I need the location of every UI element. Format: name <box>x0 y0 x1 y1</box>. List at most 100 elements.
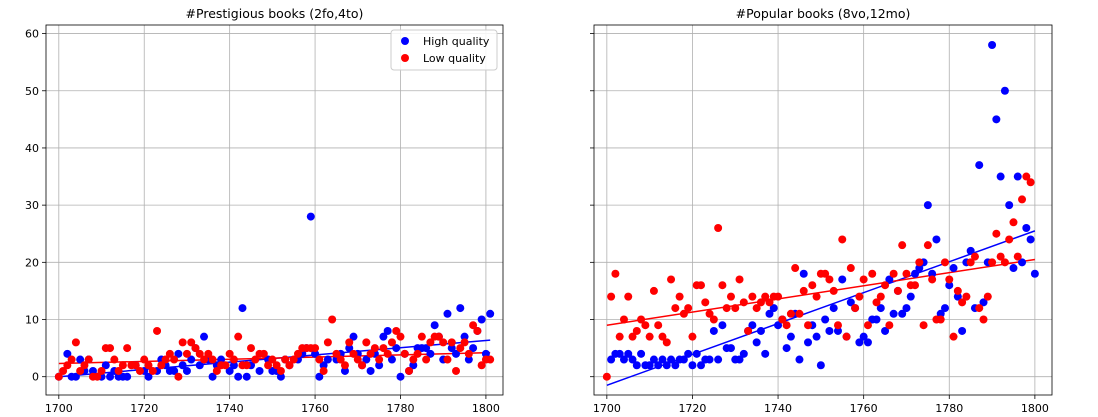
right-chart-point-low-quality <box>774 292 783 301</box>
left-chart-point-high-quality <box>255 366 264 375</box>
right-chart-point-high-quality <box>992 115 1001 124</box>
left-chart-point-high-quality <box>392 344 401 353</box>
right-chart-point-low-quality <box>855 292 864 301</box>
left-chart-point-low-quality <box>443 355 452 364</box>
right-chart-point-high-quality <box>915 264 924 273</box>
right-chart-point-low-quality <box>919 321 928 330</box>
right-chart-point-low-quality <box>833 321 842 330</box>
right-chart-point-high-quality <box>1030 269 1039 278</box>
right-chart-point-high-quality <box>821 315 830 324</box>
left-chart-point-high-quality <box>422 344 431 353</box>
left-chart-point-low-quality <box>434 332 443 341</box>
left-chart-point-low-quality <box>182 349 191 358</box>
right-chart-point-low-quality <box>953 286 962 295</box>
right-chart-point-low-quality <box>842 332 851 341</box>
right-chart-point-high-quality <box>812 332 821 341</box>
left-chart-title: #Prestigious books (2fo,4to) <box>186 6 364 21</box>
left-chart-point-high-quality <box>234 372 243 381</box>
right-chart-point-low-quality <box>949 332 958 341</box>
right-chart-point-high-quality <box>697 361 706 370</box>
right-chart-point-high-quality <box>1026 235 1035 244</box>
left-chart-xtick-label: 1800 <box>472 402 500 415</box>
right-chart-point-high-quality <box>829 304 838 313</box>
right-chart-point-high-quality <box>607 355 616 364</box>
right-chart-point-low-quality <box>778 315 787 324</box>
left-chart-point-low-quality <box>293 349 302 358</box>
left-chart-ytick-label: 0 <box>32 371 39 384</box>
left-chart-point-low-quality <box>165 349 174 358</box>
left-chart-point-high-quality <box>447 344 456 353</box>
right-chart-point-high-quality <box>923 201 932 210</box>
right-chart-point-low-quality <box>1005 235 1014 244</box>
left-chart-point-high-quality <box>366 366 375 375</box>
left-chart-point-low-quality <box>405 366 414 375</box>
right-chart-point-low-quality <box>799 286 808 295</box>
right-chart-point-low-quality <box>632 326 641 335</box>
left-chart-point-high-quality <box>430 321 439 330</box>
right-chart-point-high-quality <box>833 326 842 335</box>
right-chart-xtick-label: 1800 <box>1021 402 1049 415</box>
right-chart-point-high-quality <box>761 349 770 358</box>
right-chart-point-low-quality <box>1009 218 1018 227</box>
left-chart-point-low-quality <box>362 338 371 347</box>
right-chart-point-low-quality <box>872 298 881 307</box>
left-chart-point-high-quality <box>319 361 328 370</box>
right-chart-point-high-quality <box>936 309 945 318</box>
right-chart-point-low-quality <box>752 304 761 313</box>
right-chart-point-high-quality <box>795 355 804 364</box>
left-chart-ytick-label: 50 <box>25 85 39 98</box>
right-chart-point-low-quality <box>881 281 890 290</box>
right-chart-point-high-quality <box>662 361 671 370</box>
left-chart-point-high-quality <box>426 349 435 358</box>
right-chart-point-high-quality <box>692 349 701 358</box>
left-chart-point-high-quality <box>306 212 315 221</box>
right-chart-point-high-quality <box>816 361 825 370</box>
left-chart-point-low-quality <box>460 338 469 347</box>
left-chart-point-low-quality <box>195 349 204 358</box>
left-chart-point-low-quality <box>80 361 89 370</box>
right-chart-point-low-quality <box>808 281 817 290</box>
left-chart-point-low-quality <box>225 349 234 358</box>
right-chart-point-low-quality <box>786 309 795 318</box>
right-chart-point-high-quality <box>752 338 761 347</box>
left-chart-point-low-quality <box>153 326 162 335</box>
left-chart-point-high-quality <box>315 372 324 381</box>
right-chart-point-high-quality <box>1013 172 1022 181</box>
right-chart-point-low-quality <box>936 315 945 324</box>
left-chart-xtick-label: 1720 <box>130 402 158 415</box>
right-chart-point-high-quality <box>898 309 907 318</box>
right-chart-point-high-quality <box>1018 258 1027 267</box>
right-chart-point-high-quality <box>632 361 641 370</box>
right-chart-point-high-quality <box>637 349 646 358</box>
left-chart-frame <box>45 24 504 396</box>
left-chart-point-high-quality <box>76 355 85 364</box>
left-chart-point-low-quality <box>473 326 482 335</box>
left-chart-point-high-quality <box>443 309 452 318</box>
right-chart-point-high-quality <box>1022 224 1031 233</box>
right-chart-point-low-quality <box>735 275 744 284</box>
left-chart-point-high-quality <box>88 366 97 375</box>
left-chart-point-high-quality <box>323 355 332 364</box>
right-chart-point-low-quality <box>876 292 885 301</box>
left-chart-xtick-label: 1740 <box>216 402 244 415</box>
legend-label-high-quality: High quality <box>423 35 490 48</box>
right-chart-point-low-quality <box>649 286 658 295</box>
left-chart-point-low-quality <box>76 366 85 375</box>
left-chart-ticks: 1700 1720 1740 1760 1780 1800 0 10 20 30 40 50 60 <box>25 28 500 415</box>
right-chart-point-low-quality <box>846 264 855 273</box>
right-chart-point-low-quality <box>602 372 611 381</box>
left-chart-point-low-quality <box>387 338 396 347</box>
left-chart-ytick-label: 60 <box>25 28 39 41</box>
right-chart-point-high-quality <box>624 349 633 358</box>
left-chart-point-low-quality <box>178 338 187 347</box>
right-chart-point-high-quality <box>979 298 988 307</box>
left-chart-point-high-quality <box>452 349 461 358</box>
left-chart-point-high-quality <box>387 355 396 364</box>
legend-marker-high-quality <box>401 37 409 45</box>
right-chart-point-low-quality <box>902 269 911 278</box>
right-chart-point-high-quality <box>940 304 949 313</box>
left-chart-point-low-quality <box>323 338 332 347</box>
right-chart-point-low-quality <box>714 224 723 233</box>
right-chart-point-high-quality <box>885 275 894 284</box>
left-chart-point-low-quality <box>67 355 76 364</box>
